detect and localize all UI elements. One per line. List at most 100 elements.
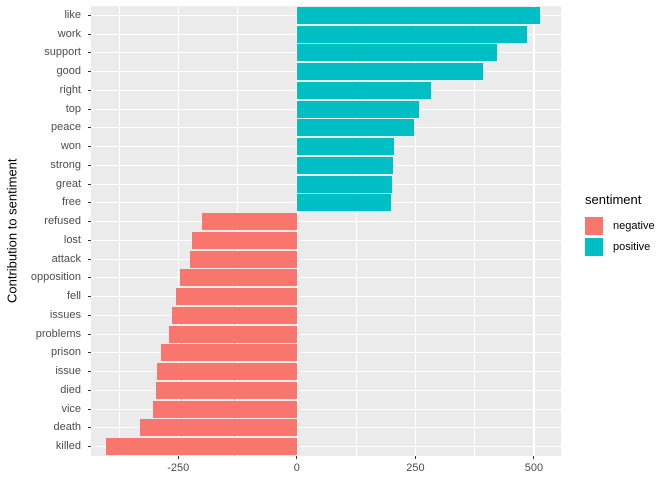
y-tick-label: peace: [51, 121, 81, 134]
x-tick-mark: [533, 456, 535, 459]
y-tick-mark: [88, 314, 91, 316]
y-tick-label: won: [60, 140, 81, 153]
y-tick-label: refused: [44, 215, 81, 228]
plot-panel: [91, 6, 561, 456]
y-tick-label: free: [62, 196, 81, 209]
y-tick-label: top: [65, 102, 81, 115]
y-tick-mark: [88, 221, 91, 223]
y-tick-label: lost: [63, 233, 81, 246]
legend-item-positive: positive: [585, 238, 655, 256]
x-tick-label: 250: [406, 462, 425, 474]
bar-strong: [296, 156, 394, 174]
row-gridline: [91, 239, 561, 241]
bar-like: [296, 6, 540, 24]
bar-fell: [175, 288, 297, 306]
bar-problems: [168, 325, 297, 343]
row-gridline: [91, 371, 561, 373]
x-tick-mark: [296, 456, 298, 459]
legend-label-positive: positive: [613, 241, 651, 253]
positive-color-swatch: [585, 238, 603, 256]
row-gridline: [91, 221, 561, 223]
bar-opposition: [180, 269, 297, 287]
y-tick-mark: [88, 296, 91, 298]
y-tick-label: death: [53, 421, 81, 434]
y-tick-label: work: [57, 27, 81, 40]
x-tick-mark: [177, 456, 179, 459]
bar-won: [296, 138, 394, 156]
y-tick-label: opposition: [30, 271, 81, 284]
row-gridline: [91, 333, 561, 335]
y-tick-label: great: [55, 177, 81, 190]
y-tick-mark: [88, 277, 91, 279]
minor-gridline: [237, 6, 238, 456]
legend-title: sentiment: [585, 192, 642, 207]
row-gridline: [91, 296, 561, 298]
y-tick-label: issues: [49, 308, 81, 321]
x-tick-label: 500: [524, 462, 544, 474]
bar-killed: [106, 438, 297, 456]
minor-gridline: [118, 6, 120, 456]
bar-right: [296, 81, 432, 99]
bar-issue: [156, 363, 297, 381]
y-tick-mark: [88, 33, 91, 35]
row-gridline: [91, 427, 561, 429]
minor-gridline: [355, 6, 357, 456]
y-tick-mark: [88, 446, 91, 448]
y-tick-label: right: [59, 83, 81, 96]
bar-free: [296, 194, 392, 212]
y-tick-mark: [88, 108, 91, 110]
minor-gridline: [474, 6, 476, 456]
bar-lost: [192, 231, 297, 249]
y-tick-label: issue: [55, 365, 81, 378]
y-tick-mark: [88, 202, 91, 204]
y-tick-label: prison: [51, 346, 81, 359]
bar-peace: [296, 119, 415, 137]
y-tick-mark: [88, 89, 91, 91]
major-gridline: [533, 6, 535, 456]
row-gridline: [91, 258, 561, 260]
y-tick-label: vice: [61, 402, 81, 415]
y-tick-label: support: [44, 46, 81, 59]
y-tick-label: died: [60, 383, 81, 396]
row-gridline: [91, 277, 561, 279]
y-tick-mark: [88, 258, 91, 260]
y-tick-mark: [88, 333, 91, 335]
y-tick-mark: [88, 146, 91, 148]
y-tick-mark: [88, 408, 91, 410]
row-gridline: [91, 314, 561, 316]
y-tick-label: fell: [66, 290, 81, 303]
y-tick-mark: [88, 52, 91, 54]
row-gridline: [91, 389, 561, 391]
bar-great: [296, 175, 393, 193]
y-tick-label: good: [56, 65, 81, 78]
y-tick-label: strong: [50, 158, 81, 171]
negative-color-swatch: [585, 217, 603, 235]
major-gridline: [296, 6, 298, 456]
legend-label-negative: negative: [613, 220, 655, 232]
row-gridline: [91, 446, 561, 448]
legend-item-negative: negative: [585, 217, 655, 235]
bar-attack: [190, 250, 297, 268]
x-tick-label: 0: [293, 462, 300, 474]
bar-prison: [161, 344, 297, 362]
y-tick-mark: [88, 389, 91, 391]
legend: sentiment negative positive: [585, 192, 655, 259]
bar-issues: [172, 306, 297, 324]
y-tick-mark: [88, 14, 91, 16]
row-gridline: [91, 408, 561, 410]
x-axis: -250 0 250 500: [91, 456, 561, 478]
y-tick-mark: [88, 183, 91, 185]
major-gridline: [414, 6, 417, 456]
major-gridline: [177, 6, 179, 456]
y-tick-mark: [88, 71, 91, 73]
y-tick-mark: [88, 239, 91, 241]
bar-vice: [153, 400, 297, 418]
x-tick-mark: [414, 456, 416, 459]
y-axis: like work support good right top peace won stron…: [0, 6, 91, 456]
bar-good: [296, 63, 483, 81]
bar-death: [140, 419, 297, 437]
y-tick-mark: [88, 371, 91, 373]
bar-support: [296, 44, 498, 62]
row-gridline: [91, 352, 561, 354]
